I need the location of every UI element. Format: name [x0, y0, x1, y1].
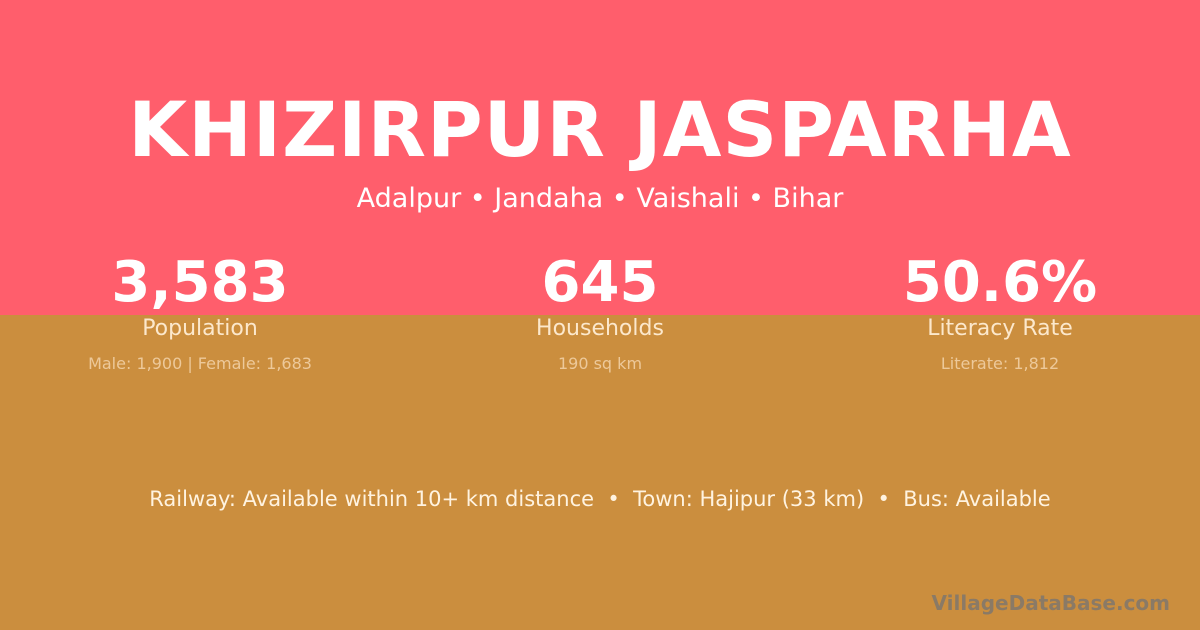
stat-detail: Literate: 1,812	[940, 354, 1060, 373]
stat-label: Population	[142, 316, 258, 341]
watermark-logo: VillageDataBase.com	[931, 591, 1170, 615]
stat-value: 645	[541, 250, 659, 315]
stat-detail: 190 sq km	[557, 354, 643, 373]
header-band	[0, 0, 1200, 315]
stat-detail: Male: 1,900 | Female: 1,683	[88, 354, 312, 373]
stat-value: 50.6%	[902, 250, 1098, 315]
stat-label: Literacy Rate	[927, 316, 1073, 341]
stat-value: 3,583	[111, 250, 289, 315]
village-title: KHIZIRPUR JASPARHA	[128, 85, 1072, 174]
footer-band	[0, 315, 1200, 630]
location-breadcrumb: Adalpur • Jandaha • Vaishali • Bihar	[356, 183, 844, 214]
amenities-line: Railway: Available within 10+ km distanc…	[149, 487, 1051, 511]
stat-label: Households	[536, 316, 664, 341]
